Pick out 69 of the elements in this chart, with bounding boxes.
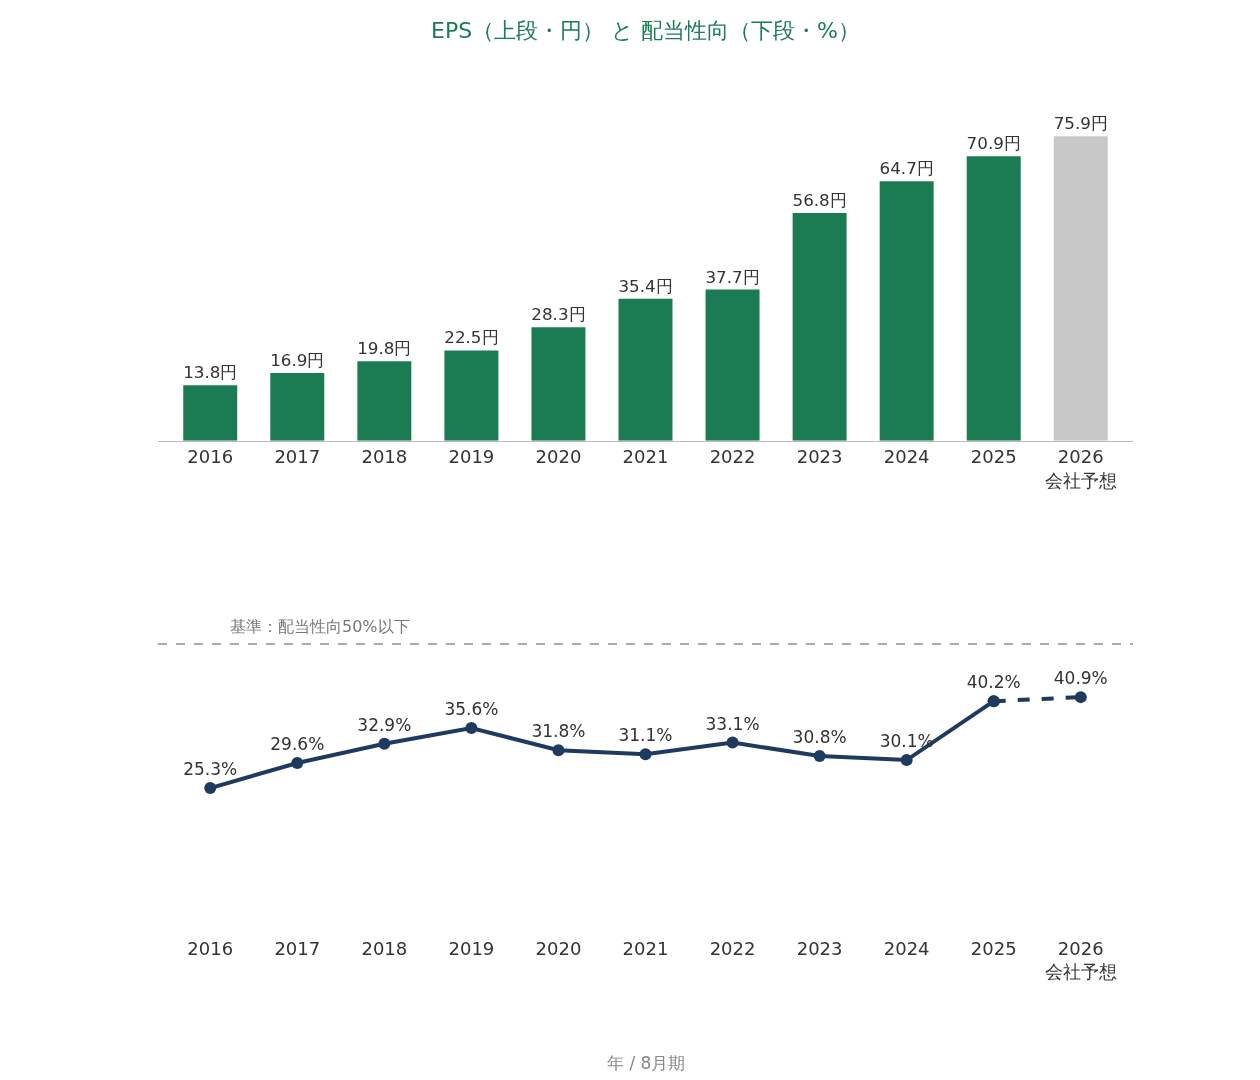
- chart-title: EPS（上段・円） と 配当性向（下段・%）: [431, 18, 861, 43]
- x-tick-label: 2021: [622, 446, 669, 468]
- data-label: 70.9円: [966, 133, 1021, 154]
- x-tick-label: 2019: [448, 446, 495, 468]
- data-label: 30.8%: [792, 727, 847, 748]
- point: [987, 695, 1000, 708]
- ref-line-label: 基準：配当性向50%以下: [230, 617, 410, 636]
- data-label: 25.3%: [183, 759, 238, 780]
- point: [1074, 691, 1087, 704]
- data-label: 37.7円: [705, 266, 760, 287]
- x-tick-label: 2019: [448, 937, 495, 959]
- point: [726, 736, 739, 749]
- data-label: 30.1%: [879, 731, 934, 752]
- data-label: 28.3円: [531, 304, 586, 325]
- point: [465, 722, 478, 735]
- bar: [879, 181, 934, 441]
- data-label: 35.4円: [618, 275, 673, 296]
- data-label: 56.8円: [792, 189, 847, 210]
- data-label: 75.9円: [1053, 113, 1108, 134]
- data-label: 32.9%: [357, 715, 412, 736]
- x-tick-label: 2023: [796, 937, 843, 959]
- x-tick-label: 2021: [622, 937, 669, 959]
- data-label: 64.7円: [879, 158, 934, 179]
- point: [378, 737, 391, 750]
- bar: [1053, 136, 1108, 441]
- point: [552, 744, 565, 757]
- bar: [792, 212, 847, 441]
- x-tick-label: 2025: [970, 937, 1017, 959]
- point: [639, 748, 652, 761]
- data-label: 19.8円: [357, 338, 412, 359]
- bar: [357, 361, 412, 441]
- x-tick-label: 2022: [709, 446, 756, 468]
- x-tick-label: 2026 会社予想: [1044, 446, 1117, 491]
- bar: [444, 350, 499, 441]
- x-tick-label: 2016: [187, 937, 234, 959]
- point: [291, 756, 304, 769]
- x-tick-label: 2016: [187, 446, 234, 468]
- bar: [531, 327, 586, 441]
- data-label: 16.9円: [270, 349, 325, 370]
- x-tick-label: 2017: [274, 446, 321, 468]
- point: [900, 754, 913, 767]
- bar: [618, 298, 673, 441]
- x-tick-label: 2018: [361, 446, 408, 468]
- x-tick-label: 2025: [970, 446, 1017, 468]
- x-tick-label: 2024: [883, 937, 930, 959]
- data-label: 35.6%: [444, 699, 499, 720]
- text: 年 / 8月期: [607, 1053, 686, 1073]
- bar: [966, 156, 1021, 441]
- x-tick-label: 2026 会社予想: [1044, 937, 1117, 982]
- bar: [270, 372, 325, 441]
- point: [204, 782, 217, 795]
- point: [813, 750, 826, 762]
- bar: [183, 385, 238, 441]
- data-label: 31.1%: [618, 725, 673, 746]
- x-tick-label: 2020: [535, 937, 582, 959]
- x-tick-label: 2017: [274, 937, 321, 959]
- data-label: 22.5円: [444, 327, 499, 348]
- data-label: 31.8%: [531, 721, 586, 742]
- data-label: 29.6%: [270, 734, 325, 755]
- x-tick-label: 2024: [883, 446, 930, 468]
- x-tick-label: 2022: [709, 937, 756, 959]
- data-label: 40.2%: [966, 672, 1021, 693]
- data-label: 13.8円: [183, 362, 238, 383]
- x-tick-label: 2020: [535, 446, 582, 468]
- data-label: 40.9%: [1053, 668, 1108, 689]
- x-tick-label: 2018: [361, 937, 408, 959]
- data-label: 33.1%: [705, 713, 760, 734]
- bar: [705, 289, 760, 441]
- x-tick-label: 2023: [796, 446, 843, 468]
